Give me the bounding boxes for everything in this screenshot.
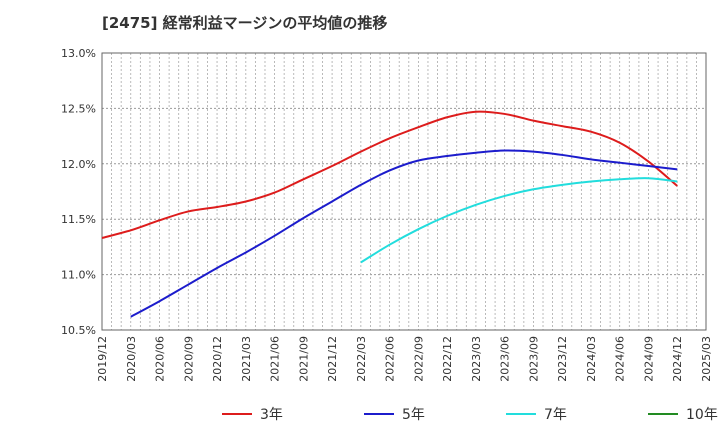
legend: 3年 5年 7年 10年 (222, 407, 718, 423)
x-tick-label: 2023/09 (527, 336, 540, 382)
x-tick-label: 2023/03 (470, 336, 483, 382)
x-tick-label: 2022/09 (412, 336, 425, 382)
x-tick-label: 2022/06 (384, 336, 397, 382)
x-tick-label: 2021/12 (326, 336, 339, 382)
x-tick-label: 2023/06 (499, 336, 512, 382)
x-tick-label: 2020/03 (125, 336, 138, 382)
x-tick-label: 2021/06 (269, 336, 282, 382)
y-tick-label: 12.0% (61, 158, 96, 171)
legend-label: 3年 (260, 407, 283, 423)
x-tick-label: 2023/12 (556, 336, 569, 382)
chart-title: [2475] 経常利益マージンの平均値の推移 (102, 14, 388, 32)
y-tick-label: 13.0% (61, 47, 96, 60)
legend-label: 5年 (402, 407, 425, 423)
x-tick-label: 2020/12 (211, 336, 224, 382)
x-tick-label: 2020/06 (154, 336, 167, 382)
y-tick-label: 11.5% (61, 213, 96, 226)
legend-label: 10年 (686, 407, 718, 423)
y-tick-label: 12.5% (61, 102, 96, 115)
x-tick-label: 2025/03 (700, 336, 713, 382)
x-tick-label: 2024/03 (585, 336, 598, 382)
x-tick-label: 2021/09 (297, 336, 310, 382)
x-tick-label: 2024/12 (671, 336, 684, 382)
x-tick-label: 2024/06 (614, 336, 627, 382)
x-tick-label: 2020/09 (182, 336, 195, 382)
series-line-3年 (101, 110, 678, 240)
series-line-5年 (130, 149, 678, 318)
plot-area (102, 53, 706, 330)
legend-label: 7年 (544, 407, 567, 423)
plot-border (101, 52, 707, 331)
x-tick-label: 2022/12 (441, 336, 454, 382)
y-axis-ticks: 10.5% 11.0% 11.5% 12.0% 12.5% 13.0% (61, 47, 96, 337)
series-line-7年 (360, 177, 678, 264)
y-tick-label: 11.0% (61, 269, 96, 282)
series-layer (101, 110, 678, 318)
x-tick-label: 2022/03 (355, 336, 368, 382)
x-tick-label: 2019/12 (96, 336, 109, 382)
x-tick-label: 2024/09 (642, 336, 655, 382)
y-tick-label: 10.5% (61, 324, 96, 337)
x-tick-label: 2021/03 (240, 336, 253, 382)
x-axis-ticks: 2019/12 2020/03 2020/06 2020/09 2020/12 2021/… (96, 336, 713, 382)
